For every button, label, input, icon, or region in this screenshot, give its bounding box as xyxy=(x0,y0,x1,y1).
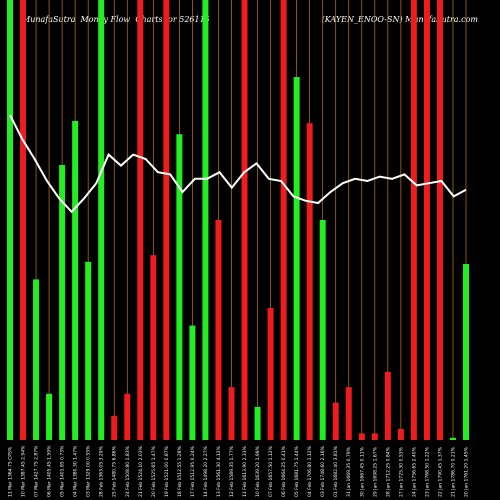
x-tick-label: 22 Jan 1790.45 1.37% xyxy=(437,446,443,497)
bar-19 xyxy=(254,407,261,440)
bar-10 xyxy=(137,0,144,440)
bar-33 xyxy=(436,0,443,440)
x-tick-label: 05 Mar 1401.85 0.73% xyxy=(60,445,66,497)
bar-31 xyxy=(410,0,417,440)
x-tick-label: 11 Feb 1613.90 2.33% xyxy=(242,445,248,497)
x-tick-label: 10 Mar 1387.45 2.94% xyxy=(21,445,27,497)
x-tick-label: 14 Feb 1498.20 2.27% xyxy=(203,445,209,497)
x-tick-label: 07 Mar 1427.75 2.87% xyxy=(34,445,40,497)
x-tick-label: 06 Mar 1405.45 1.59% xyxy=(47,445,53,497)
x-tick-label: 25 Feb 1480.75 6.86% xyxy=(112,445,118,497)
bar-14 xyxy=(189,325,196,440)
x-tick-label: 06 Feb 1664.25 0.41% xyxy=(281,445,287,497)
bar-30 xyxy=(397,429,404,440)
bar-0 xyxy=(7,0,13,440)
bar-24 xyxy=(319,220,326,440)
x-tick-label: 10 Feb 1639.20 1.98% xyxy=(255,445,261,497)
bar-21 xyxy=(280,0,287,440)
bar-7 xyxy=(98,0,105,440)
bar-35 xyxy=(463,264,469,440)
x-tick-label: 30 Jan 1667.45 0.11% xyxy=(359,446,365,497)
bar-29 xyxy=(384,371,391,440)
x-tick-label: 04 Mar 1380.30 1.47% xyxy=(73,445,79,497)
x-tick-label: 19 Feb 1521.00 0.87% xyxy=(164,445,170,497)
bar-27 xyxy=(358,433,365,440)
bar-2 xyxy=(33,279,40,440)
x-tick-label: 01 Feb 1682.40 3.81% xyxy=(333,445,339,497)
x-tick-label: 27 Jan 1725.30 0.53% xyxy=(398,446,404,497)
x-tick-label: 07 Feb 1657.50 1.12% xyxy=(268,445,274,497)
x-tick-label: 03 Feb 1748.60 2.16% xyxy=(320,445,326,497)
bar-13 xyxy=(176,134,183,440)
bar-3 xyxy=(46,393,53,440)
x-tick-label: 29 Jan 1698.25 1.67% xyxy=(372,446,378,497)
bar-26 xyxy=(345,387,352,440)
x-tick-label: 20 Feb 1525.65 1.47% xyxy=(151,445,157,497)
bar-23 xyxy=(306,123,313,440)
bar-32 xyxy=(423,0,430,440)
x-tick-label: 20 Jan 1761.20 1.45% xyxy=(464,446,470,497)
bar-15 xyxy=(202,0,209,440)
x-tick-label: 28 Jan 1712.25 0.84% xyxy=(385,446,391,497)
bar-6 xyxy=(85,261,92,440)
bar-17 xyxy=(228,387,235,440)
bar-series xyxy=(7,0,469,440)
x-tick-label: 21 Feb 1524.10 2.03% xyxy=(138,445,144,497)
x-axis-ticks: 11 Mar 1364.75 CPS% 10 Mar 1387.45 2.94% 0… xyxy=(8,445,470,497)
x-tick-label: 13 Feb 1561.30 4.12% xyxy=(216,445,222,497)
bar-20 xyxy=(267,308,274,440)
x-tick-label: 11 Mar 1364.75 CPS% xyxy=(8,446,14,497)
x-tick-label: 24 Feb 1508.80 1.83% xyxy=(125,445,131,497)
bar-1 xyxy=(20,0,27,440)
bar-34 xyxy=(449,437,456,440)
x-tick-label: 12 Feb 1589.35 1.77% xyxy=(229,445,235,497)
x-tick-label: 17 Feb 1512.95 0.24% xyxy=(190,445,196,497)
x-tick-label: 31 Jan 1669.35 0.79% xyxy=(346,446,352,497)
x-tick-label: 28 Feb 1363.05 3.29% xyxy=(99,445,105,497)
bar-11 xyxy=(150,255,157,440)
bar-9 xyxy=(124,393,131,440)
money-flow-line-path xyxy=(9,114,467,214)
money-flow-line xyxy=(9,114,467,214)
x-tick-label: 05 Feb 1681.75 1.44% xyxy=(294,445,300,497)
bar-16 xyxy=(215,220,222,440)
x-tick-label: 03 Mar 1329.00 0.55% xyxy=(86,445,92,497)
x-tick-label: 21 Jan 1786.70 0.21% xyxy=(450,446,456,497)
bar-28 xyxy=(371,433,378,440)
x-tick-label: 18 Feb 1512.55 1.28% xyxy=(177,445,183,497)
x-tick-label: 04 Feb 1706.80 1.12% xyxy=(307,445,313,497)
bar-5 xyxy=(72,121,79,440)
x-tick-label: 23 Jan 1768.50 1.22% xyxy=(424,446,430,497)
bar-18 xyxy=(241,0,248,440)
bar-8 xyxy=(111,415,118,440)
bar-12 xyxy=(163,0,170,440)
bar-4 xyxy=(59,165,66,440)
bar-22 xyxy=(293,77,300,440)
x-tick-label: 24 Jan 1756.65 2.40% xyxy=(411,446,417,497)
grid-lines xyxy=(9,0,467,440)
bar-25 xyxy=(332,402,339,440)
